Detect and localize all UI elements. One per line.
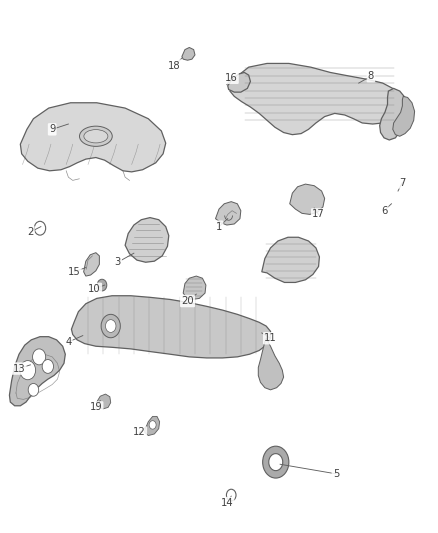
Text: 3: 3 xyxy=(115,257,121,267)
Polygon shape xyxy=(10,337,65,406)
Polygon shape xyxy=(258,338,284,390)
Text: 18: 18 xyxy=(168,61,181,70)
Polygon shape xyxy=(182,47,195,60)
Text: 15: 15 xyxy=(67,267,81,277)
Text: 14: 14 xyxy=(221,498,233,508)
Text: 19: 19 xyxy=(89,402,102,413)
Circle shape xyxy=(32,349,46,365)
Circle shape xyxy=(101,314,120,338)
Circle shape xyxy=(226,489,236,501)
Text: 4: 4 xyxy=(65,337,71,347)
Text: 12: 12 xyxy=(133,427,146,438)
Text: 20: 20 xyxy=(181,296,194,306)
Text: 1: 1 xyxy=(216,222,222,232)
Circle shape xyxy=(97,279,107,291)
Polygon shape xyxy=(84,253,99,276)
Polygon shape xyxy=(228,72,251,92)
Circle shape xyxy=(149,421,156,429)
Text: 11: 11 xyxy=(264,333,277,343)
Text: 6: 6 xyxy=(381,206,387,216)
Polygon shape xyxy=(145,416,159,435)
Polygon shape xyxy=(20,103,166,172)
Polygon shape xyxy=(290,184,325,214)
Polygon shape xyxy=(125,217,169,262)
Circle shape xyxy=(42,360,53,373)
Polygon shape xyxy=(215,201,241,225)
Circle shape xyxy=(34,221,46,235)
Polygon shape xyxy=(97,394,111,409)
Ellipse shape xyxy=(80,126,112,147)
Text: 10: 10 xyxy=(88,284,101,294)
Polygon shape xyxy=(380,88,407,140)
Circle shape xyxy=(20,361,35,379)
Circle shape xyxy=(106,320,116,333)
Ellipse shape xyxy=(84,130,108,143)
Text: 5: 5 xyxy=(333,469,339,479)
Text: 7: 7 xyxy=(399,177,406,188)
Polygon shape xyxy=(393,96,415,136)
Text: 9: 9 xyxy=(49,124,55,134)
Text: 13: 13 xyxy=(13,364,25,374)
Text: 16: 16 xyxy=(225,73,237,83)
Text: 2: 2 xyxy=(27,227,34,237)
Polygon shape xyxy=(71,296,271,358)
Circle shape xyxy=(28,383,39,396)
Polygon shape xyxy=(183,276,206,300)
Polygon shape xyxy=(230,63,401,135)
Polygon shape xyxy=(262,237,319,282)
Text: 17: 17 xyxy=(312,209,325,220)
Text: 8: 8 xyxy=(368,71,374,81)
